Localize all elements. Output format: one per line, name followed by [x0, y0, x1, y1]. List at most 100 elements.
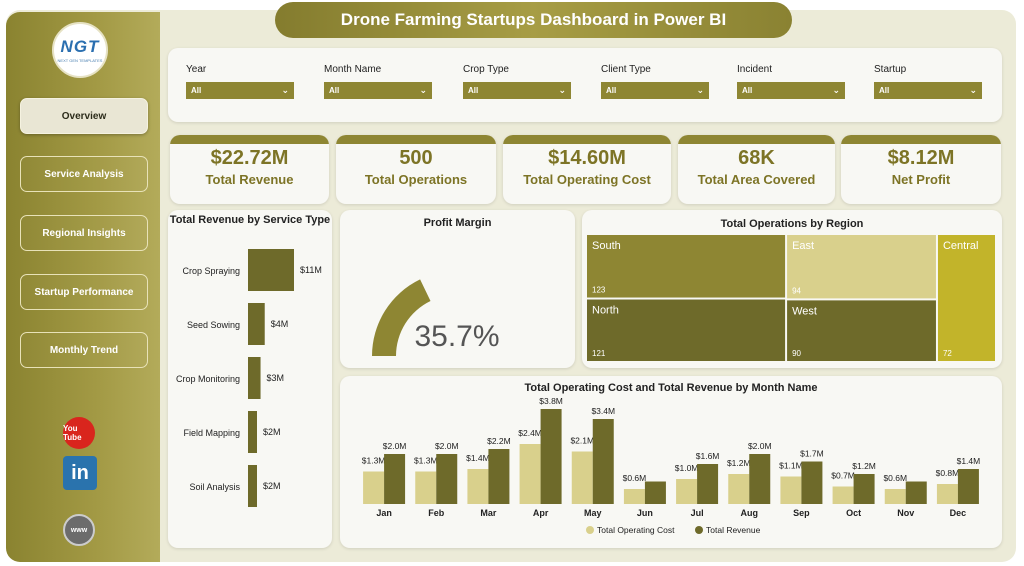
treemap-cell-label: North [592, 305, 619, 317]
kpi-value: $8.12M [887, 147, 955, 169]
month-bar-revenue[interactable] [540, 409, 562, 504]
filter-dropdown[interactable]: All ⌄ [874, 82, 982, 99]
service-bar[interactable] [248, 303, 265, 345]
filter-startup: Startup All ⌄ [874, 64, 982, 99]
nav-startup-performance-button[interactable]: Startup Performance [20, 274, 148, 310]
bar-data-label: $0.8M [936, 468, 960, 478]
website-icon[interactable]: www [63, 514, 95, 546]
month-bar-cost[interactable] [780, 476, 802, 505]
monthly-cost-revenue-chart: Total Operating Cost and Total Revenue b… [340, 376, 1002, 548]
filter-dropdown[interactable]: All ⌄ [463, 82, 571, 99]
kpi-accent-bar [336, 135, 496, 144]
bar-data-label: $1.3M [362, 456, 386, 466]
bar-data-label: $3.4M [591, 406, 615, 416]
bar-data-label: $2.1M [570, 436, 594, 446]
kpi-accent-bar [170, 135, 329, 144]
bar-data-label: $3M [267, 373, 285, 383]
chart-title: Profit Margin [423, 217, 492, 229]
bar-data-label: $0.6M [883, 473, 907, 483]
chevron-down-icon: ⌄ [419, 85, 427, 95]
kpi-card-net-profit: $8.12M Net Profit [841, 135, 1001, 204]
filter-dropdown[interactable]: All ⌄ [186, 82, 294, 99]
month-bar-revenue[interactable] [957, 469, 979, 504]
month-bar-revenue[interactable] [384, 454, 406, 504]
filter-dropdown[interactable]: All ⌄ [601, 82, 709, 99]
logo-subtext: NEXT GEN TEMPLATES [57, 58, 103, 63]
month-bar-revenue[interactable] [644, 481, 666, 505]
page-title: Drone Farming Startups Dashboard in Powe… [275, 2, 792, 38]
month-bar-cost[interactable] [519, 444, 541, 504]
month-bar-cost[interactable] [623, 489, 645, 504]
month-bar-cost[interactable] [363, 471, 385, 505]
youtube-icon[interactable]: You Tube [63, 417, 95, 449]
service-bar[interactable] [248, 465, 257, 507]
treemap-cell-east[interactable] [787, 235, 936, 299]
treemap-cell-west[interactable] [787, 300, 936, 361]
treemap-cell-label: Central [943, 240, 978, 252]
treemap-cell-value: 90 [792, 349, 801, 358]
treemap-cell-south[interactable] [587, 235, 786, 298]
month-bar-revenue[interactable] [488, 449, 510, 504]
month-bar-revenue[interactable] [436, 454, 458, 504]
month-bar-cost[interactable] [832, 486, 854, 505]
profit-margin-gauge: Profit Margin 35.7% [340, 210, 575, 368]
month-bar-cost[interactable] [571, 451, 593, 505]
chevron-down-icon: ⌄ [696, 85, 704, 95]
month-bar-cost[interactable] [415, 471, 437, 505]
month-tick-label: Aug [741, 508, 759, 518]
kpi-card-total-operations: 500 Total Operations [336, 135, 496, 204]
month-bar-revenue[interactable] [697, 464, 719, 504]
bar-data-label: $2.2M [487, 436, 511, 446]
filter-label: Incident [737, 64, 773, 75]
nav-regional-insights-button[interactable]: Regional Insights [20, 215, 148, 251]
filter-label: Startup [874, 64, 907, 75]
chevron-down-icon: ⌄ [558, 85, 566, 95]
month-bar-cost[interactable] [936, 484, 958, 504]
month-tick-label: Jan [376, 508, 392, 518]
chart-title: Total Operations by Region [720, 218, 864, 230]
service-bar[interactable] [248, 357, 261, 399]
gauge-svg: 35.7% [372, 279, 500, 356]
treemap-cell-north[interactable] [587, 299, 786, 361]
kpi-card-total-area-covered: 68K Total Area Covered [678, 135, 835, 204]
month-bar-cost[interactable] [728, 474, 750, 504]
month-bar-revenue[interactable] [801, 461, 823, 505]
filter-value: All [329, 86, 340, 95]
nav-service-analysis-button[interactable]: Service Analysis [20, 156, 148, 192]
monthly-chart-svg: $1.3M $2.0M Jan $1.3M $2.0M Feb $1.4M $2.2M Mar $… [362, 396, 981, 535]
filter-dropdown[interactable]: All ⌄ [737, 82, 845, 99]
month-bar-cost[interactable] [467, 469, 489, 504]
treemap-cell-value: 121 [592, 349, 606, 358]
treemap-cell-value: 94 [792, 286, 801, 295]
nav-overview-button[interactable]: Overview [20, 98, 148, 134]
bar-data-label: $1.2M [727, 458, 751, 468]
bar-data-label: $2.0M [748, 441, 772, 451]
treemap-cell-value: 72 [943, 349, 952, 358]
category-label: Seed Sowing [187, 320, 240, 330]
bar-data-label: $1.4M [957, 456, 981, 466]
filter-dropdown[interactable]: All ⌄ [324, 82, 432, 99]
month-tick-label: Oct [846, 508, 861, 518]
month-bar-revenue[interactable] [749, 454, 771, 504]
linkedin-icon[interactable]: in [63, 456, 97, 490]
month-bar-revenue[interactable] [853, 474, 875, 504]
month-tick-label: Jul [691, 508, 704, 518]
filter-year: Year All ⌄ [186, 64, 294, 99]
month-bar-cost[interactable] [676, 479, 698, 504]
month-tick-label: Feb [428, 508, 445, 518]
service-bar[interactable] [248, 249, 294, 291]
month-tick-label: Jun [637, 508, 653, 518]
kpi-accent-bar [841, 135, 1001, 144]
month-bar-revenue[interactable] [905, 481, 927, 505]
nav-monthly-trend-button[interactable]: Monthly Trend [20, 332, 148, 368]
kpi-value: $22.72M [210, 147, 289, 169]
treemap-cell-central[interactable] [937, 235, 995, 361]
legend-label: Total Operating Cost [597, 525, 675, 535]
bar-data-label: $1.0M [675, 463, 699, 473]
month-bar-cost[interactable] [884, 489, 906, 504]
month-bar-revenue[interactable] [592, 419, 614, 504]
treemap-cell-label: East [792, 240, 814, 252]
service-bar[interactable] [248, 411, 257, 453]
month-tick-label: Apr [533, 508, 549, 518]
kpi-label: Total Operations [364, 172, 468, 187]
